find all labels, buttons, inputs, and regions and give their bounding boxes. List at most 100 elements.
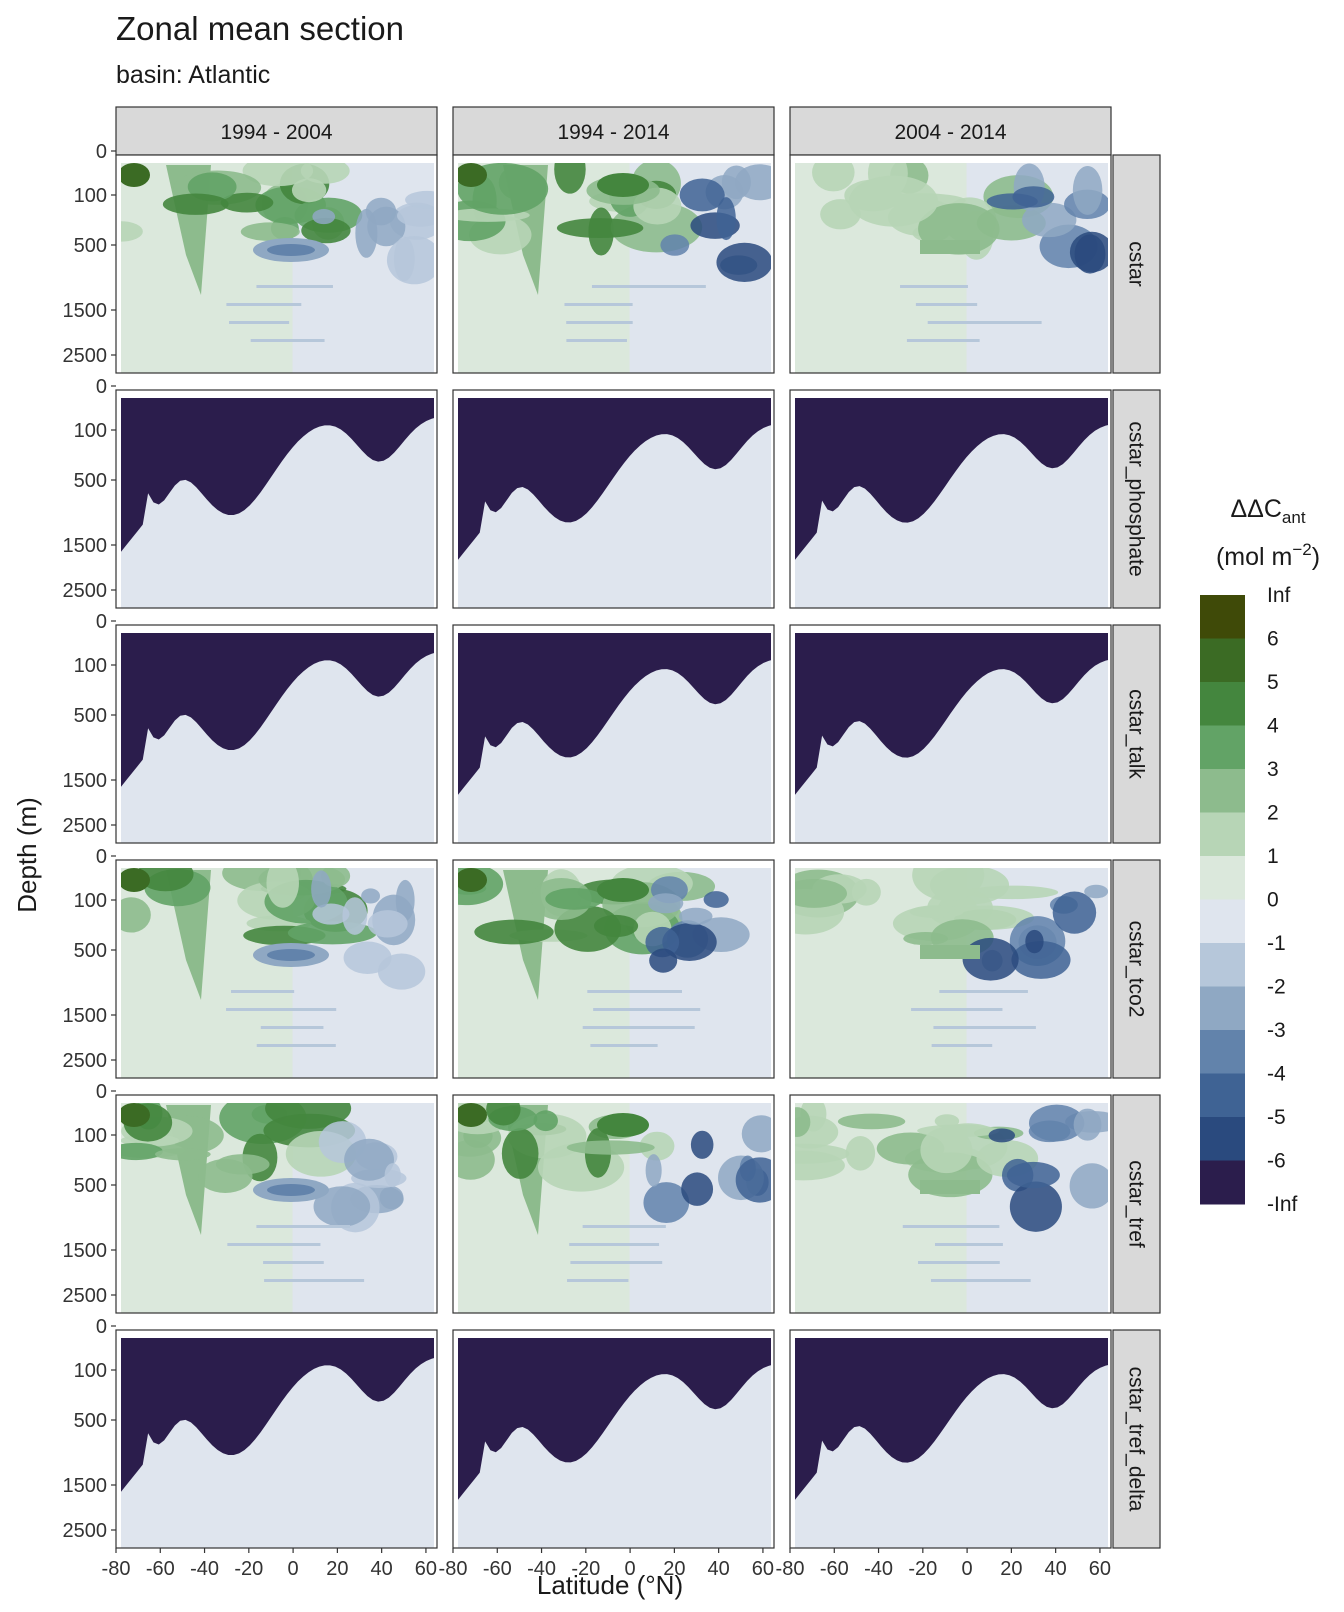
panel-border [789,859,1112,1079]
axes: 0 100 500 1500 2500 0 100 500 1500 2500 0 100 500 150… [63,141,1112,1580]
y-tick-label: 1500 [63,770,108,792]
heatmap-field [453,390,774,608]
y-axis-title: Depth (m) [12,797,42,913]
row-strip [1112,389,1161,609]
column-strip [452,106,775,156]
x-tick-label: -40 [864,1558,893,1580]
legend-break-label: 3 [1267,758,1279,781]
legend-swatch [1200,812,1245,857]
column-strip-label: 1994 - 2004 [220,121,332,144]
legend-break-label: 6 [1267,628,1279,651]
heatmap-field [116,1330,437,1548]
panel-border [789,1329,1112,1549]
y-tick-label: 500 [74,1410,107,1432]
column-strip [789,106,1112,156]
row-strip-label: cstar_phosphate [1125,421,1148,576]
heatmap-field [790,860,1111,1078]
row-strip [1112,859,1161,1079]
panel-border [789,389,1112,609]
y-tick-label: 2500 [63,1520,108,1542]
x-tick-label: -60 [820,1558,849,1580]
x-tick-label: -40 [527,1558,556,1580]
column-strip-label: 1994 - 2014 [557,121,669,144]
x-tick-label: -60 [483,1558,512,1580]
y-tick-label: 100 [74,890,107,912]
legend-unit: (mol m−2) [1216,540,1320,571]
heatmap-field [790,390,1111,608]
x-tick-label: -80 [776,1558,805,1580]
legend-swatch [1200,1117,1245,1161]
y-tick-label: 1500 [63,1475,108,1497]
y-tick-label: 0 [96,846,107,868]
y-tick-label: 2500 [63,345,108,367]
y-tick-label: 0 [96,1081,107,1103]
row-strip [1112,154,1161,374]
x-tick-label: 40 [371,1558,393,1580]
panel-border [789,154,1112,374]
row-strip-label: cstar_tref_delta [1125,1367,1148,1512]
x-tick-label: 20 [326,1558,348,1580]
y-tick-label: 2500 [63,1050,108,1072]
legend: ΔΔCant (mol m−2) Inf 6 5 4 3 2 1 0 -1 -2 -3 -4 -5 -6 -In… [1200,495,1320,1216]
column-strip-label: 2004 - 2014 [894,121,1006,144]
chart-title: Zonal mean section [116,10,404,47]
heatmap-field [116,155,437,373]
legend-break-label: 5 [1267,671,1279,694]
panel-border [452,1329,775,1549]
row-strip-label: cstar_tco2 [1125,921,1148,1018]
panel-border [115,859,438,1079]
x-tick-label: 60 [415,1558,437,1580]
legend-break-label: 2 [1267,802,1279,825]
x-tick-label: 60 [752,1558,774,1580]
legend-swatch [1200,1073,1245,1118]
legend-swatch [1200,682,1245,726]
y-tick-label: 500 [74,1175,107,1197]
y-tick-label: 2500 [63,1285,108,1307]
row-strip-label: cstar_tref [1125,1160,1148,1248]
panel-grid: 1994 - 2004 1994 - 2014 2004 - 2014 cstar cs… [115,106,1161,1549]
y-tick-label: 0 [96,141,107,163]
legend-break-label: 0 [1267,889,1279,912]
legend-break-label: -Inf [1267,1193,1298,1216]
legend-title: ΔΔCant [1230,495,1305,527]
legend-swatch [1200,638,1245,683]
legend-break-label: Inf [1267,584,1291,607]
heatmap-field [453,1095,774,1313]
y-tick-label: 100 [74,1125,107,1147]
heatmap-field [116,1095,437,1313]
panel-border [115,389,438,609]
heatmap-field [790,155,1111,373]
x-tick-label: 20 [1000,1558,1022,1580]
legend-swatch [1200,1030,1245,1074]
heatmap-field [116,625,437,843]
legend-break-label: -4 [1267,1063,1286,1086]
row-strip [1112,1329,1161,1549]
legend-break-label: 1 [1267,845,1279,868]
y-tick-label: 0 [96,1316,107,1338]
panel-border [452,624,775,844]
heatmap-field [453,1330,774,1548]
y-tick-label: 1500 [63,300,108,322]
panel-border [115,1094,438,1314]
panel-border [789,1094,1112,1314]
legend-break-label: -5 [1267,1106,1286,1129]
x-tick-label: -20 [571,1558,600,1580]
x-tick-label: -80 [439,1558,468,1580]
heatmap-field [116,390,437,608]
heatmap-field [116,860,437,1078]
y-tick-label: 1500 [63,1005,108,1027]
heatmap-field [453,860,774,1078]
x-axis-title: Latitude (°N) [537,1570,683,1600]
y-tick-label: 2500 [63,580,108,602]
heatmap-field [790,625,1111,843]
x-tick-label: -20 [234,1558,263,1580]
x-tick-label: -40 [190,1558,219,1580]
y-tick-label: 1500 [63,1240,108,1262]
legend-swatch [1200,899,1245,944]
panel-border [452,859,775,1079]
legend-break-label: -3 [1267,1019,1286,1042]
chart-subtitle: basin: Atlantic [116,61,270,89]
y-tick-label: 1500 [63,535,108,557]
panel-border [115,624,438,844]
